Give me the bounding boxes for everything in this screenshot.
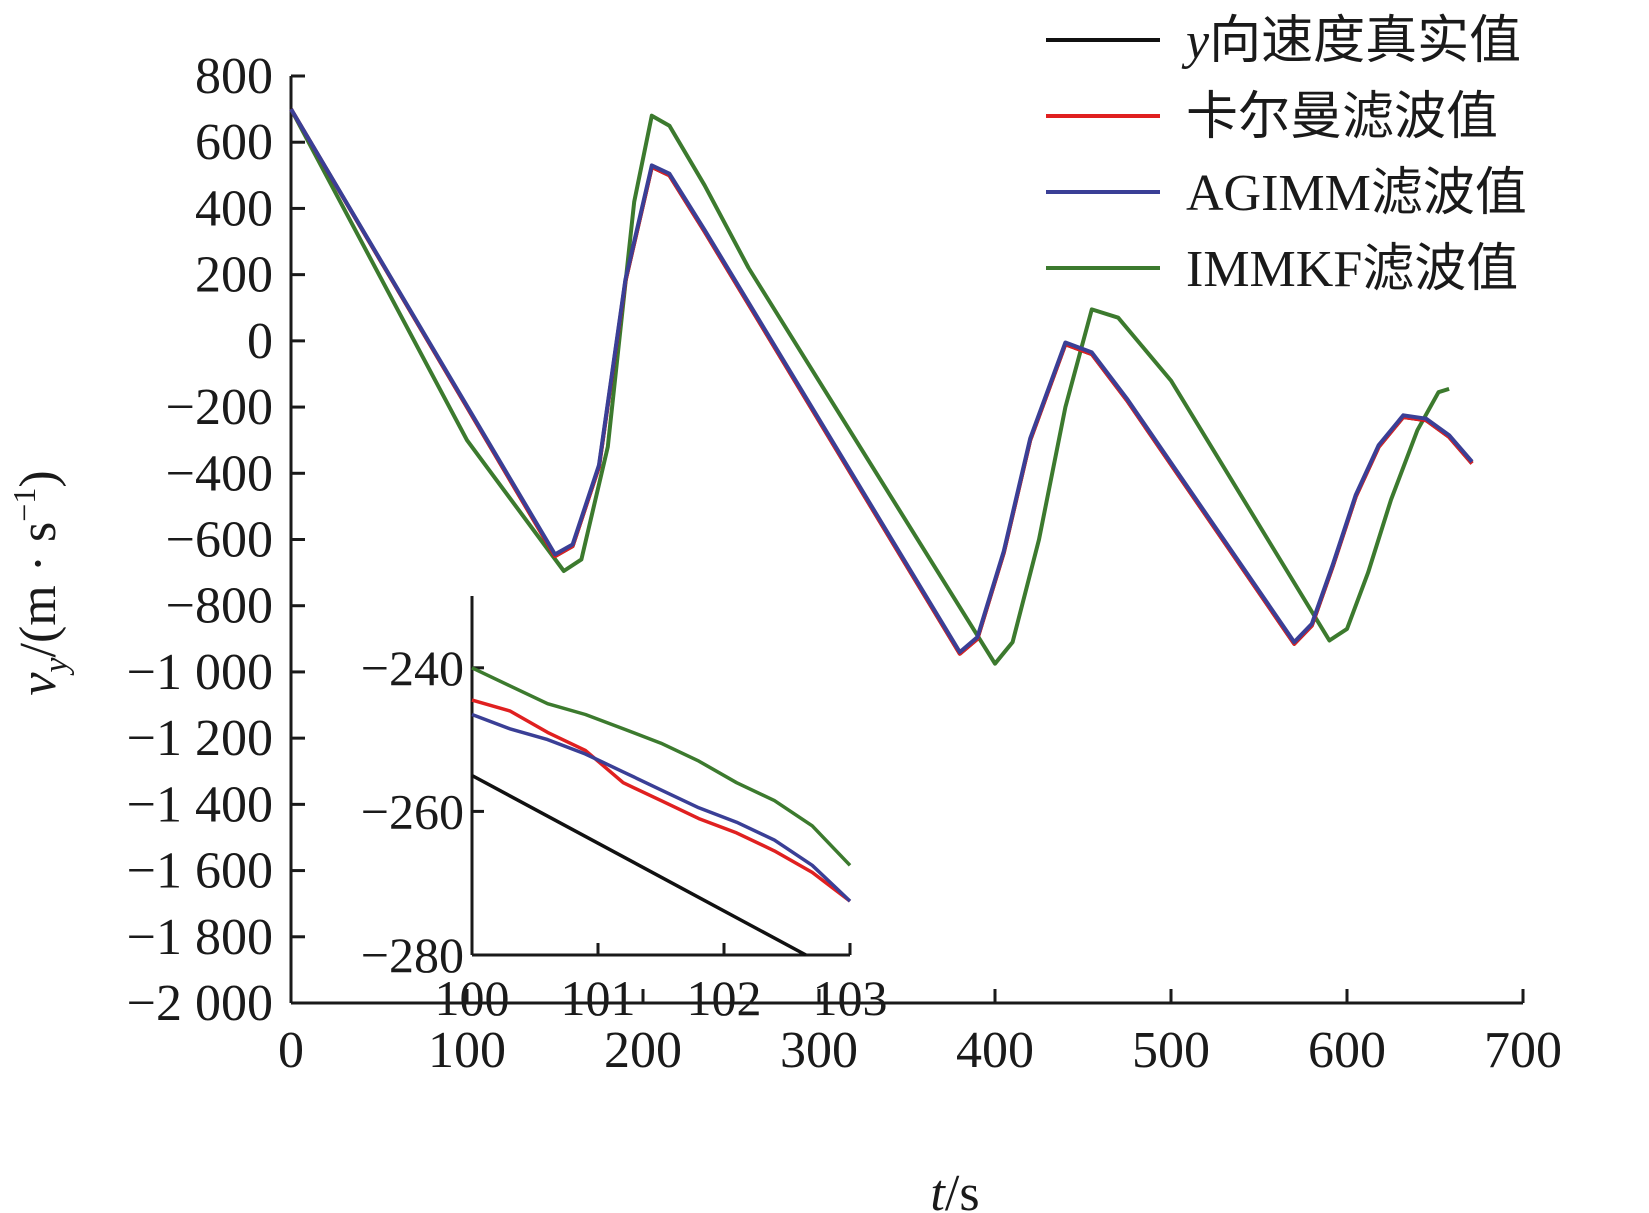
x-tick-label: 500 [1132, 1022, 1210, 1079]
y-tick-label: 400 [195, 180, 273, 237]
legend-label-text: 卡尔曼滤波值 [1186, 89, 1498, 146]
y-tick-label: −200 [166, 379, 273, 436]
x-tick-label: 300 [780, 1022, 858, 1079]
x-tick-label: 400 [956, 1022, 1034, 1079]
y-axis-sub: y [38, 657, 75, 676]
y-axis-close: ) [10, 470, 67, 487]
y-tick-label: −1 400 [127, 776, 273, 833]
legend-label: 卡尔曼滤波值 [1186, 89, 1498, 146]
inset-x-tick-label: 102 [687, 970, 762, 1026]
y-tick-label: 200 [195, 247, 273, 304]
x-axis-var: t [930, 1165, 946, 1213]
y-tick-label: −800 [166, 578, 273, 635]
inset-y-tick-label: −280 [361, 927, 464, 983]
y-tick-label: −600 [166, 512, 273, 569]
legend-label-text: IMMKF滤波值 [1186, 241, 1518, 298]
y-tick-label: −400 [166, 445, 273, 502]
main-axes: 800 600 400 200 0 −200 −400 −600 −800 −1 000 −1 20… [127, 48, 1562, 1079]
y-axis-exp: −1 [6, 488, 42, 522]
inset-y-tick-label: −240 [361, 640, 464, 696]
y-tick-label: 0 [247, 313, 273, 370]
series-line [289, 108, 1450, 666]
y-tick-label: −1 000 [127, 644, 273, 701]
y-tick-label: −1 600 [127, 843, 273, 900]
inset-x-tick-label: 101 [561, 970, 636, 1026]
inset-series-line [471, 773, 807, 957]
y-axis-unit: /(m · s [10, 522, 67, 658]
y-axis-label: vy/(m · s−1) [6, 470, 75, 695]
main-plot-area [289, 108, 1474, 666]
inset-series-line [471, 666, 852, 867]
x-tick-label: 100 [428, 1022, 506, 1079]
inset-x-tick-label: 100 [435, 970, 510, 1026]
x-tick-label: 700 [1484, 1022, 1562, 1079]
y-tick-label: −1 800 [127, 909, 273, 966]
x-tick-label: 600 [1308, 1022, 1386, 1079]
x-tick-label: 0 [278, 1022, 304, 1079]
inset-series-line [471, 698, 852, 903]
x-axis-label: t/s [930, 1165, 979, 1213]
legend-label: IMMKF滤波值 [1186, 241, 1518, 298]
inset-background [470, 595, 850, 955]
legend-label: y向速度真实值 [1181, 13, 1521, 70]
inset-series-line [471, 712, 852, 903]
y-axis-var: v [10, 672, 67, 696]
legend-label: AGIMM滤波值 [1186, 165, 1527, 222]
y-tick-label: 800 [195, 48, 273, 105]
x-axis-unit: /s [945, 1165, 980, 1213]
series-line [289, 108, 1474, 655]
y-tick-label: 600 [195, 114, 273, 171]
inset-y-tick-label: −260 [361, 783, 464, 839]
x-tick-label: 200 [604, 1022, 682, 1079]
inset-plot-area [471, 666, 852, 957]
legend-label-text: 向速度真实值 [1209, 13, 1521, 70]
y-tick-label: −2 000 [127, 975, 273, 1032]
legend-label-text: AGIMM滤波值 [1186, 165, 1527, 222]
y-tick-label: −1 200 [127, 710, 273, 767]
legend-label-prefix: y [1181, 13, 1210, 70]
inset-x-tick-label: 103 [813, 970, 888, 1026]
